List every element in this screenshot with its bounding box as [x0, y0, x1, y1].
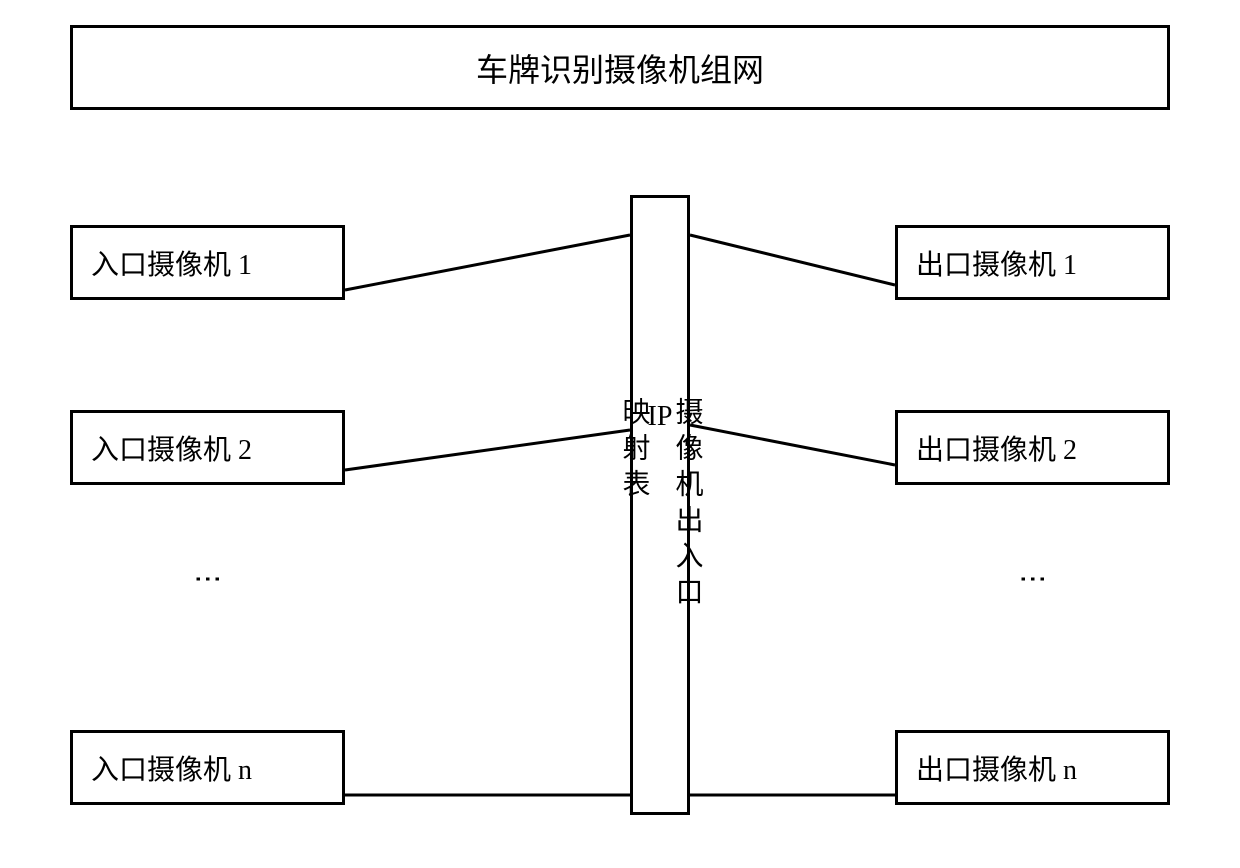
network-diagram: 车牌识别摄像机组网 摄像机出入口IP映射表 入口摄像机 1 入口摄像机 2 入口…: [70, 25, 1170, 845]
center-label: 摄像机出入口IP映射表: [620, 397, 701, 613]
center-mapping-table: 摄像机出入口IP映射表: [630, 195, 690, 815]
